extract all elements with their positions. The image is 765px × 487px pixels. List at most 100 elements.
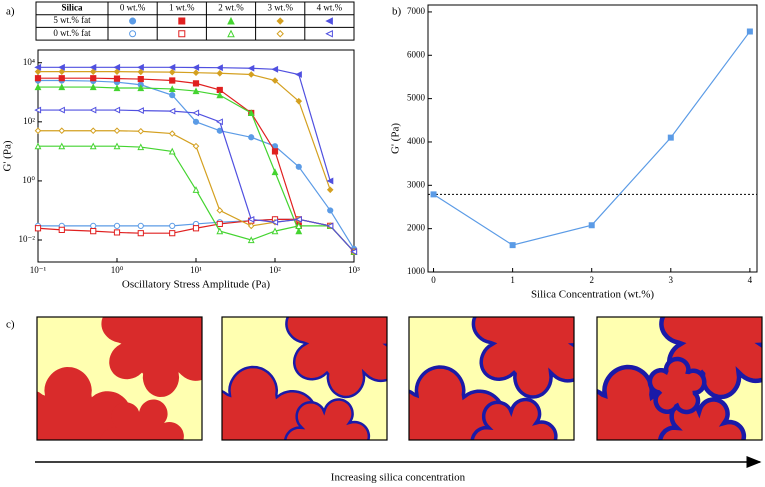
marker	[34, 127, 42, 135]
marker	[430, 191, 437, 198]
caption: Increasing silica concentration	[331, 472, 466, 484]
marker	[89, 83, 97, 91]
marker	[89, 127, 97, 135]
legend-marker	[227, 29, 235, 38]
x-tick-label: 10³	[348, 265, 360, 275]
marker	[137, 107, 144, 115]
legend-column: 3 wt.%	[267, 2, 293, 12]
y-tick-label: 10²	[23, 116, 35, 126]
marker	[90, 75, 97, 82]
marker	[137, 143, 145, 151]
marker	[247, 222, 255, 230]
panel-frame	[408, 316, 575, 441]
y-tick-label: 10⁻²	[19, 234, 36, 244]
legend-marker	[325, 17, 333, 25]
marker	[58, 127, 66, 135]
series-line	[38, 145, 355, 253]
panel-frame	[596, 316, 763, 441]
marker	[247, 109, 255, 117]
legend-marker	[276, 30, 284, 38]
marker	[192, 87, 200, 95]
fat-crystal	[285, 317, 387, 399]
marker	[295, 163, 302, 170]
marker	[327, 207, 334, 214]
marker	[137, 127, 145, 135]
marker	[509, 242, 516, 249]
blob-group	[37, 317, 202, 440]
fat-crystal	[597, 364, 694, 440]
legend-marker	[325, 29, 333, 38]
marker	[113, 63, 121, 71]
legend-marker	[178, 17, 186, 25]
marker	[326, 186, 334, 194]
marker	[34, 106, 42, 114]
marker	[34, 68, 42, 75]
marker	[350, 248, 358, 256]
y-tick-label: 5000	[407, 93, 426, 103]
marker	[58, 142, 66, 150]
x-tick-label: 10¹	[190, 265, 202, 275]
marker	[326, 222, 334, 230]
panel-label: c)	[6, 319, 15, 331]
marker	[295, 227, 303, 235]
marker	[271, 148, 279, 155]
marker	[113, 127, 121, 135]
panel-frame	[36, 316, 203, 441]
marker	[168, 147, 176, 155]
marker	[588, 222, 595, 229]
marker	[113, 106, 121, 114]
marker	[216, 86, 223, 94]
blob-group	[409, 317, 574, 440]
x-tick-label: 10⁻¹	[30, 265, 47, 275]
marker	[295, 215, 302, 223]
marker	[271, 65, 279, 73]
legend-marker	[129, 30, 137, 38]
fat-crystal	[471, 317, 574, 399]
marker	[295, 71, 302, 78]
marker	[746, 28, 753, 35]
y-axis-label: G' (Pa)	[2, 140, 14, 171]
marker	[113, 222, 121, 230]
marker	[216, 118, 223, 126]
marker	[137, 68, 145, 76]
marker	[192, 109, 200, 117]
legend-column: 1 wt.%	[169, 2, 195, 12]
marker	[247, 64, 255, 72]
marker	[169, 222, 176, 230]
legend-marker	[178, 30, 186, 38]
marker	[89, 68, 97, 75]
fat-crystal	[222, 365, 318, 440]
marker	[137, 84, 145, 92]
legend-row: 5 wt.% fat	[53, 15, 91, 25]
marker	[247, 236, 255, 244]
fat-crystal	[647, 356, 707, 415]
marker	[168, 130, 176, 137]
marker	[216, 69, 224, 77]
fat-crystal	[284, 398, 371, 440]
marker	[192, 80, 200, 87]
marker	[113, 142, 121, 150]
legend-column: 0 wt.%	[120, 2, 146, 12]
marker	[58, 75, 65, 82]
blob-group	[597, 317, 762, 440]
marker	[216, 91, 224, 99]
y-tick-label: 6000	[407, 49, 426, 59]
marker	[89, 142, 97, 150]
y-tick-label: 2000	[407, 223, 426, 233]
marker	[168, 107, 176, 115]
legend-marker	[227, 16, 235, 25]
marker	[137, 222, 144, 230]
y-tick-label: 1000	[407, 266, 426, 276]
marker	[192, 225, 200, 232]
series-line	[38, 66, 331, 182]
y-tick-label: 4000	[407, 136, 426, 146]
marker	[192, 118, 200, 125]
marker	[113, 68, 121, 75]
marker	[113, 75, 121, 82]
marker	[271, 218, 279, 226]
marker	[34, 75, 42, 82]
y-axis-label: G' (Pa)	[390, 123, 402, 154]
panel-frame	[221, 316, 388, 441]
series-line	[38, 86, 300, 232]
x-tick-label: 1	[510, 275, 515, 285]
